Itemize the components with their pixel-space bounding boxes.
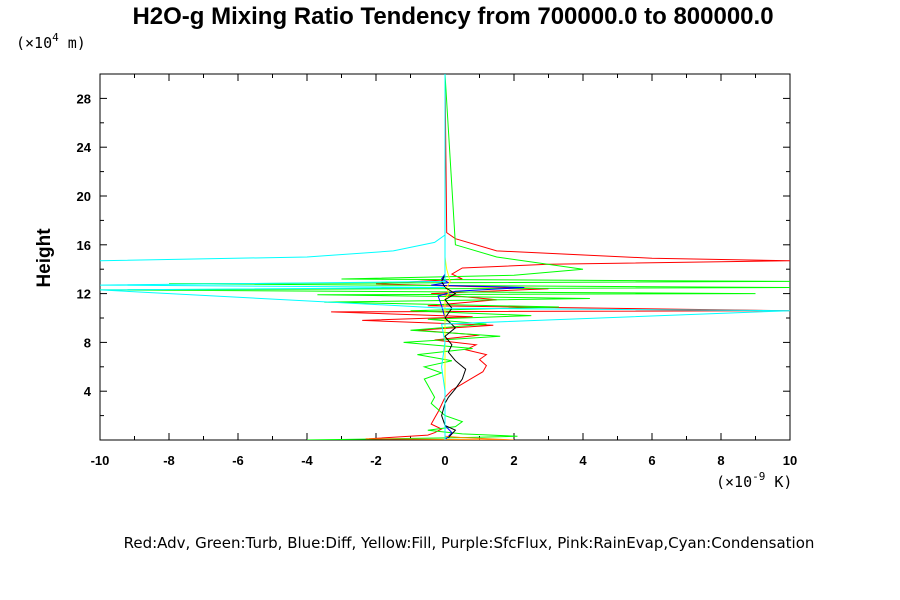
- y-tick-label: 20: [77, 189, 91, 204]
- x-tick-label: -4: [301, 453, 313, 468]
- y-unit-label: (×104 m): [16, 31, 86, 52]
- x-tick-label: 0: [441, 453, 448, 468]
- y-tick-label: 24: [77, 140, 92, 155]
- series-line-2: [431, 74, 525, 440]
- x-tick-label: -10: [91, 453, 110, 468]
- y-tick-label: 12: [77, 287, 91, 302]
- x-tick-label: -2: [370, 453, 382, 468]
- chart-title: H2O-g Mixing Ratio Tendency from 700000.…: [132, 3, 773, 30]
- x-unit-label: (×10-9 K): [716, 470, 792, 491]
- x-tick-label: -8: [163, 453, 175, 468]
- y-tick-label: 8: [84, 335, 91, 350]
- legend-text: Red:Adv, Green:Turb, Blue:Diff, Yellow:F…: [124, 534, 815, 552]
- x-tick-label: 6: [648, 453, 655, 468]
- y-axis-label: Height: [34, 228, 55, 288]
- y-tick-label: 16: [77, 238, 91, 253]
- series-line-1: [100, 74, 790, 440]
- series-line-7: [100, 235, 790, 440]
- x-tick-label: -6: [232, 453, 244, 468]
- series-line-4: [365, 435, 515, 440]
- series-line-5: [441, 74, 467, 438]
- x-tick-label: 4: [579, 453, 587, 468]
- x-tick-label: 10: [783, 453, 797, 468]
- series-line-6: [100, 74, 446, 262]
- y-tick-label: 4: [84, 384, 92, 399]
- x-tick-label: 8: [717, 453, 724, 468]
- x-tick-label: 2: [510, 453, 517, 468]
- series-layer: [100, 74, 790, 440]
- series-line-0: [331, 74, 790, 440]
- y-tick-label: 28: [77, 91, 91, 106]
